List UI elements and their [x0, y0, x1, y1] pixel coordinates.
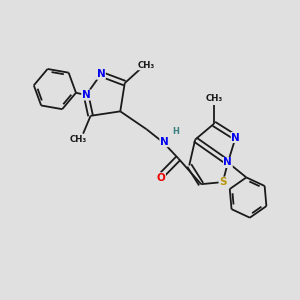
Text: O: O	[157, 173, 165, 183]
Text: H: H	[172, 127, 179, 136]
Text: CH₃: CH₃	[138, 61, 155, 70]
Text: CH₃: CH₃	[205, 94, 223, 103]
Text: N: N	[231, 133, 240, 142]
Text: N: N	[224, 158, 232, 167]
Text: N: N	[82, 90, 91, 100]
Text: CH₃: CH₃	[70, 134, 87, 143]
Text: N: N	[97, 69, 105, 79]
Text: N: N	[160, 137, 169, 147]
Text: S: S	[219, 177, 226, 187]
